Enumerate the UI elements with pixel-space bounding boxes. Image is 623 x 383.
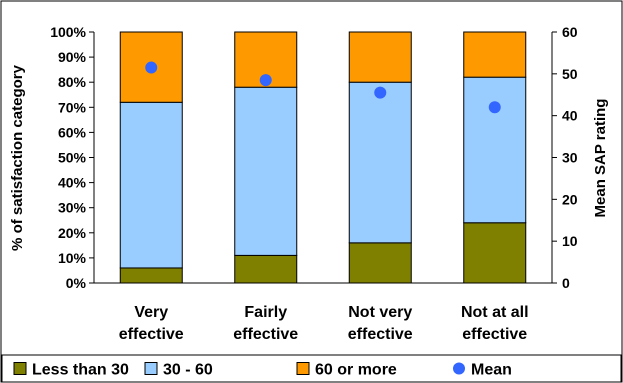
y2-tick-label: 20: [562, 191, 578, 207]
y-tick-label: 0%: [66, 275, 87, 291]
category-label: effective: [462, 326, 527, 343]
category-label: effective: [233, 326, 298, 343]
legend: Less than 30 30 - 60 60 or more Mean: [1, 354, 622, 383]
mean-point-2: [259, 74, 272, 87]
bar-segment-2-cat-2: [234, 86, 298, 256]
bar-segment-3-cat-4: [463, 31, 527, 78]
y-tick-label: 10%: [58, 250, 87, 266]
y2-axis-title: Mean SAP rating: [592, 99, 609, 218]
y2-tick-label: 60: [562, 24, 578, 40]
y2-tick-label: 0: [562, 275, 570, 291]
y-tick-label: 60%: [58, 124, 87, 140]
y-tick-label: 90%: [58, 49, 87, 65]
legend-label-3: 60 or more: [315, 362, 397, 379]
bar-segment-3-cat-2: [234, 31, 298, 88]
bar-segment-2-cat-1: [119, 101, 183, 269]
y2-tick-label: 50: [562, 66, 578, 82]
legend-label-1: Less than 30: [32, 362, 129, 379]
legend-box: [1, 354, 622, 383]
mean-point-3: [374, 86, 387, 99]
y-tick-label: 70%: [58, 99, 87, 115]
bar-segment-3-cat-3: [348, 31, 412, 83]
category-label: Not at all: [461, 304, 529, 321]
bar-segment-1-cat-2: [234, 254, 298, 284]
bar-segment-1-cat-3: [348, 242, 412, 284]
legend-swatch-1: [13, 362, 27, 375]
legend-label-2: 30 - 60: [163, 362, 213, 379]
legend-swatch-3: [296, 362, 310, 375]
y2-tick-label: 10: [562, 233, 578, 249]
y-tick-label: 80%: [58, 74, 87, 90]
bar-segment-1-cat-4: [463, 222, 527, 284]
category-label: Very: [134, 304, 168, 321]
y-tick-label: 100%: [50, 24, 86, 40]
category-label: Not very: [348, 304, 412, 321]
bar-segment-2-cat-3: [348, 81, 412, 244]
mean-point-4: [488, 101, 501, 114]
y-tick-label: 50%: [58, 150, 87, 166]
legend-swatch-2: [144, 362, 158, 375]
y-tick-label: 20%: [58, 225, 87, 241]
category-label: Fairly: [244, 304, 287, 321]
y-tick-label: 40%: [58, 175, 87, 191]
y2-tick-label: 40: [562, 108, 578, 124]
legend-label-4: Mean: [471, 362, 512, 379]
bar-segment-2-cat-4: [463, 76, 527, 224]
bar-segment-1-cat-1: [119, 267, 183, 284]
y-tick-label: 30%: [58, 200, 87, 216]
mean-point-1: [145, 61, 158, 74]
y-axis-title: % of satisfaction category: [9, 64, 26, 251]
y2-tick-label: 30: [562, 150, 578, 166]
category-label: effective: [119, 326, 184, 343]
legend-marker-mean: [453, 362, 465, 375]
category-label: effective: [348, 326, 413, 343]
